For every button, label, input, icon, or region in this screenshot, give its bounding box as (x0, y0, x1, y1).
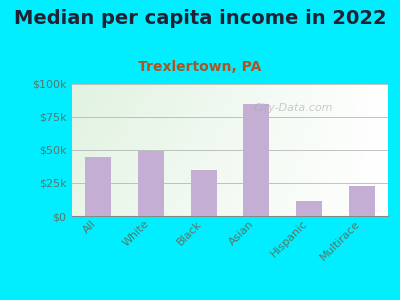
Text: Median per capita income in 2022: Median per capita income in 2022 (14, 9, 386, 28)
Bar (296, 202, 322, 216)
Bar (190, 170, 217, 216)
Bar (138, 151, 164, 216)
Bar (85, 157, 112, 216)
Bar (348, 186, 375, 216)
Text: Trexlertown, PA: Trexlertown, PA (138, 60, 262, 74)
Text: City-Data.com: City-Data.com (254, 103, 333, 113)
Bar (243, 104, 270, 216)
